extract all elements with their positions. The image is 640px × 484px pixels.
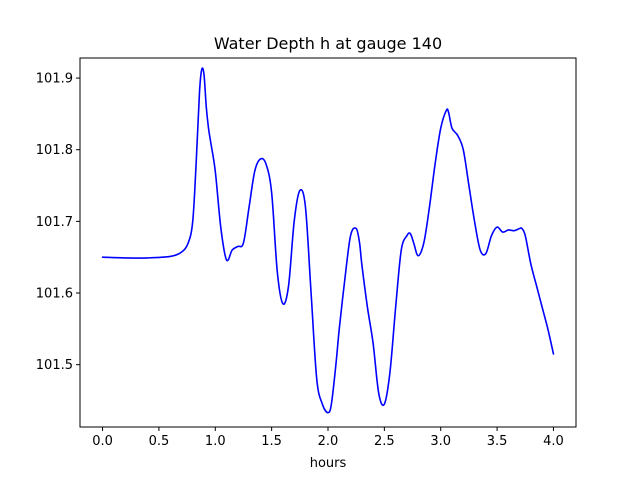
y-axis-ticks: 101.5 101.6 101.7 101.8 101.9 bbox=[36, 72, 80, 373]
y-tick-label: 101.8 bbox=[36, 143, 73, 158]
x-tick-label: 1.5 bbox=[261, 434, 282, 449]
y-tick-label: 101.7 bbox=[36, 215, 73, 230]
x-tick-label: 1.0 bbox=[205, 434, 226, 449]
x-axis-ticks: 0.0 0.5 1.0 1.5 2.0 2.5 3.0 3.5 4.0 bbox=[92, 427, 564, 449]
x-tick-label: 0.5 bbox=[149, 434, 170, 449]
series-line bbox=[101, 67, 555, 414]
x-tick-label: 2.5 bbox=[374, 434, 395, 449]
axes-frame bbox=[79, 57, 577, 428]
y-tick-label: 101.5 bbox=[36, 358, 73, 373]
plot-area bbox=[101, 67, 555, 414]
x-tick-label: 0.0 bbox=[92, 434, 113, 449]
x-axis-label: hours bbox=[310, 456, 347, 471]
y-tick-label: 101.9 bbox=[36, 72, 73, 87]
x-tick-label: 4.0 bbox=[543, 434, 564, 449]
x-tick-label: 3.5 bbox=[487, 434, 508, 449]
x-tick-label: 3.0 bbox=[430, 434, 451, 449]
y-tick-label: 101.6 bbox=[36, 287, 73, 302]
x-tick-label: 2.0 bbox=[318, 434, 339, 449]
chart-title: Water Depth h at gauge 140 bbox=[214, 34, 442, 53]
